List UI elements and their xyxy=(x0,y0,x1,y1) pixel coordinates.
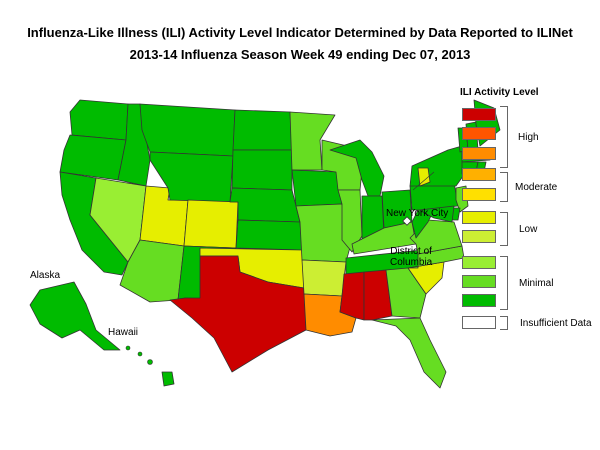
state-MT[interactable] xyxy=(139,103,236,157)
legend-bracket-high xyxy=(500,106,508,168)
legend-swatch-level-7 xyxy=(462,168,496,181)
state-KY[interactable] xyxy=(351,221,417,255)
legend-bracket-minimal xyxy=(500,256,508,310)
legend-swatch-level-8 xyxy=(462,147,496,160)
legend-swatch-level-10 xyxy=(462,108,496,121)
legend-swatch-level-4 xyxy=(462,230,496,243)
state-ND[interactable] xyxy=(232,109,293,151)
state-WA[interactable] xyxy=(69,99,129,141)
state-IL[interactable] xyxy=(337,189,363,253)
state-FL[interactable] xyxy=(371,317,447,389)
state-HI[interactable] xyxy=(161,371,175,387)
label-hawaii: Hawaii xyxy=(108,327,139,338)
state-MS[interactable] xyxy=(339,271,365,321)
region-DC[interactable] xyxy=(402,216,412,226)
label-alaska: Alaska xyxy=(30,270,61,281)
state-NY[interactable] xyxy=(409,145,467,187)
state-AK[interactable] xyxy=(29,281,121,351)
state-AL[interactable] xyxy=(363,269,393,321)
state-TX[interactable] xyxy=(169,255,307,373)
state-GA[interactable] xyxy=(385,267,427,319)
legend-swatch-level-6 xyxy=(462,188,496,201)
legend-label-low: Low xyxy=(519,224,538,235)
legend-label-moderate: Moderate xyxy=(515,182,558,193)
label-dc: District of Columbia xyxy=(390,246,433,268)
legend-label-high: High xyxy=(518,132,539,143)
label-nyc: New York City xyxy=(386,208,449,219)
legend-label-minimal: Minimal xyxy=(519,278,554,289)
state-IA[interactable] xyxy=(291,169,343,207)
state-AR[interactable] xyxy=(301,259,347,297)
region-NYC[interactable] xyxy=(417,167,431,187)
state-MD[interactable] xyxy=(419,205,455,223)
legend-bracket-moderate xyxy=(500,172,508,202)
legend-swatch-level-2 xyxy=(462,275,496,288)
map-title: Influenza-Like Illness (ILI) Activity Le… xyxy=(27,25,573,40)
legend-bracket-insufficient xyxy=(500,316,508,330)
state-KS[interactable] xyxy=(235,219,303,251)
legend-title: ILI Activity Level xyxy=(460,87,539,98)
legend-swatch-level-3 xyxy=(462,256,496,269)
state-OR[interactable] xyxy=(59,134,127,181)
state-MN[interactable] xyxy=(289,111,336,171)
state-SD[interactable] xyxy=(231,149,293,191)
legend-swatch-level-9 xyxy=(462,127,496,140)
legend-swatch-level-1 xyxy=(462,294,496,307)
map-subtitle: 2013-14 Influenza Season Week 49 ending … xyxy=(129,47,471,62)
state-NE[interactable] xyxy=(229,187,301,223)
legend-bracket-low xyxy=(500,212,508,246)
legend-label-insufficient: Insufficient Data xyxy=(520,318,592,329)
legend-swatch-level-5 xyxy=(462,211,496,224)
legend-swatch-level-0 xyxy=(462,316,496,329)
state-CO[interactable] xyxy=(183,199,239,249)
